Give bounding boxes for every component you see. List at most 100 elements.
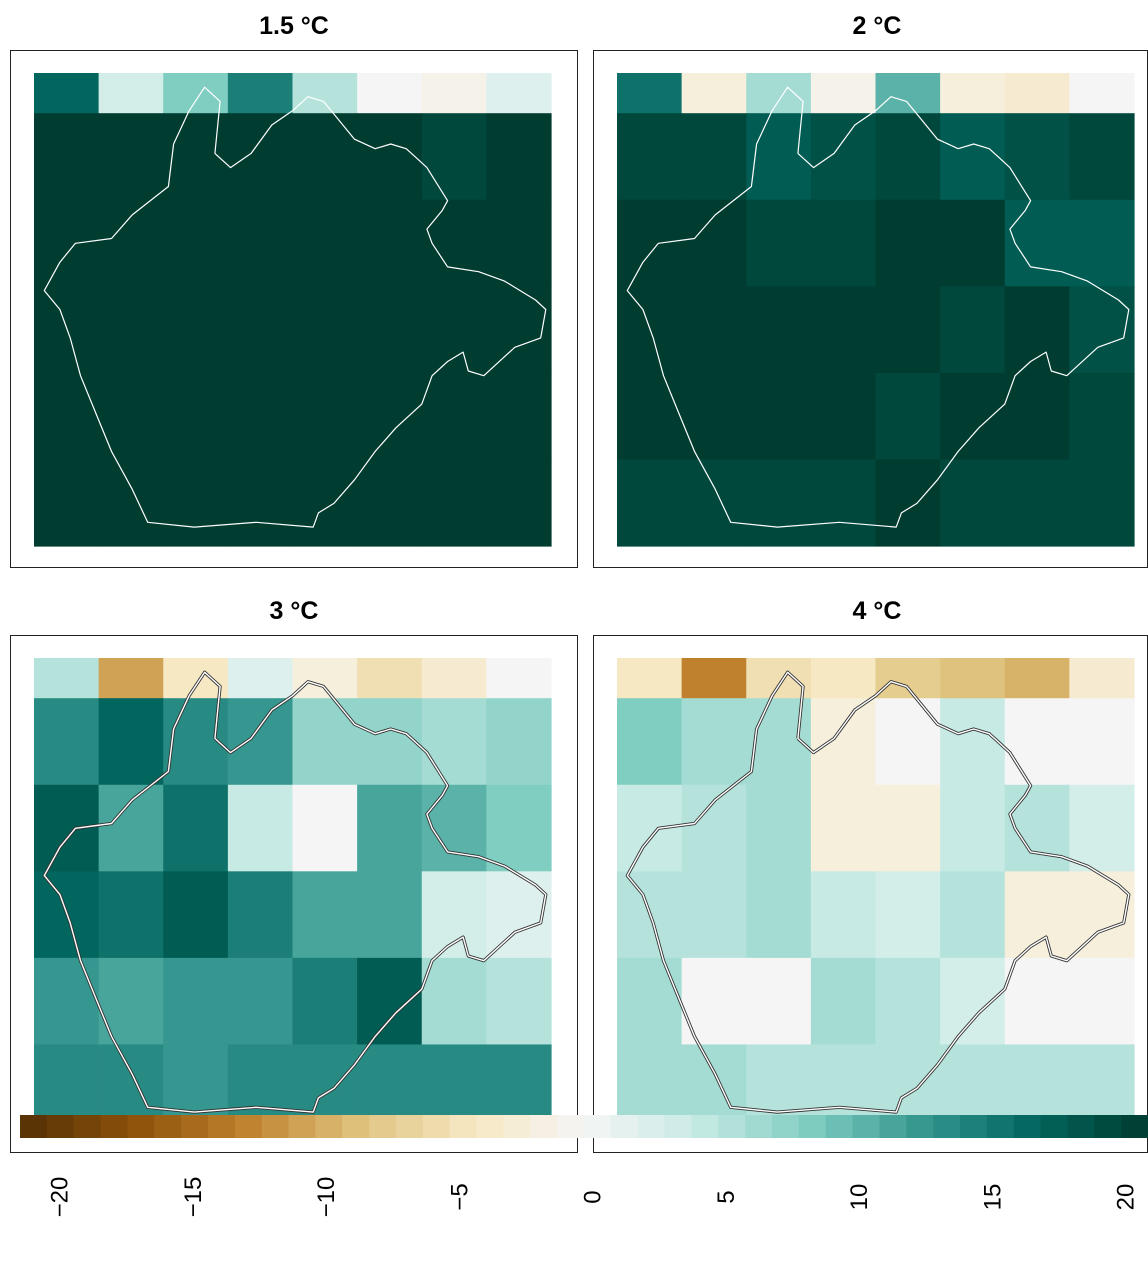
heatmap-cell (357, 784, 423, 872)
heatmap-cell (681, 459, 747, 547)
heatmap-cell (810, 698, 877, 786)
strip-cell (421, 658, 487, 699)
heatmap-cell (617, 113, 683, 201)
heatmap-cell (357, 286, 423, 374)
legend-swatch (422, 1115, 451, 1138)
legend-tick-label: −5 (446, 1183, 473, 1210)
map-panel-3c (10, 635, 578, 1153)
legend-swatch (369, 1115, 397, 1138)
heatmap-cell (421, 698, 487, 786)
legend-swatch (73, 1115, 102, 1138)
heatmap-cell (617, 698, 683, 786)
strip-cell (1004, 73, 1070, 114)
heatmap-cell (681, 871, 747, 959)
map-panel-2c (593, 50, 1148, 568)
heatmap-cell (810, 372, 877, 461)
heatmap-cell (98, 286, 164, 374)
heatmap-cell (227, 372, 294, 461)
legend-swatch (288, 1115, 317, 1138)
legend-swatch (154, 1115, 182, 1138)
heatmap-cell (421, 113, 487, 201)
heatmap-cell (421, 459, 487, 547)
heatmap-cell (357, 957, 423, 1046)
heatmap-cell (875, 286, 941, 374)
strip-cell (163, 73, 229, 114)
heatmap-cell (227, 286, 294, 374)
heatmap-cell (1004, 459, 1070, 547)
heatmap-cell (163, 372, 229, 461)
legend-swatch (933, 1115, 961, 1138)
region-outline (626, 671, 1130, 1113)
heatmap-cell (421, 871, 487, 959)
heatmap-cell (810, 957, 877, 1046)
heatmap-cell (810, 199, 877, 287)
heatmap-cell (357, 698, 423, 786)
heatmap-cell (746, 286, 812, 374)
heatmap-cell (681, 286, 747, 374)
heatmap-cell (940, 459, 1006, 547)
heatmap-cell (227, 199, 294, 287)
legend-tick-label: 0 (580, 1190, 607, 1203)
legend-swatch (46, 1115, 75, 1138)
legend-swatch (1040, 1115, 1069, 1138)
heatmap-cell (940, 871, 1006, 959)
heatmap-cell (1004, 113, 1070, 201)
region-outline (43, 671, 547, 1113)
heatmap-cell (746, 784, 812, 872)
heatmap-cell (34, 957, 100, 1046)
legend-swatch (825, 1115, 854, 1138)
strip-cell (357, 73, 423, 114)
legend-swatch (557, 1115, 585, 1138)
legend-swatch (1094, 1115, 1122, 1138)
legend-swatch (476, 1115, 505, 1138)
strip-cell (292, 73, 358, 114)
strip-cell (875, 73, 941, 114)
legend-swatch (664, 1115, 693, 1138)
heatmap-cell (810, 113, 877, 201)
heatmap-cell (1004, 698, 1070, 786)
legend-swatch (20, 1115, 48, 1138)
map-panel-4c (593, 635, 1148, 1153)
heatmap-cell (1069, 459, 1135, 547)
panel-title-1: 1.5 °C (259, 12, 329, 40)
legend-swatch (745, 1115, 773, 1138)
strip-cell (940, 658, 1006, 699)
heatmap-cell (617, 199, 683, 287)
heatmap-cell (875, 199, 941, 287)
heatmap-cell (617, 784, 683, 872)
legend-swatch (1013, 1115, 1042, 1138)
strip-cell (98, 658, 164, 699)
heatmap-cell (34, 199, 100, 287)
heatmap-cell (617, 957, 683, 1046)
heatmap-cell (1004, 372, 1070, 461)
heatmap-cell (163, 957, 229, 1046)
heatmap-cell (617, 372, 683, 461)
legend-tick-label: −15 (180, 1177, 207, 1218)
heatmap-cell (681, 113, 747, 201)
legend-swatch (127, 1115, 155, 1138)
strip-cell (746, 658, 812, 699)
legend-tick-label: −20 (47, 1177, 74, 1218)
strip-cell (421, 73, 487, 114)
panel-title-3: 3 °C (269, 597, 319, 625)
legend-swatch (879, 1115, 907, 1138)
legend-swatch (234, 1115, 263, 1138)
strip-cell (1069, 73, 1135, 114)
heatmap-cell (34, 459, 100, 547)
heatmap-cell (875, 113, 941, 201)
heatmap-cell (292, 286, 358, 374)
heatmap-cell (486, 199, 552, 287)
heatmap-cell (486, 698, 552, 786)
legend-tick-label: 10 (846, 1184, 873, 1211)
strip-cell (1069, 658, 1135, 699)
region-outline (626, 86, 1130, 528)
legend-swatch (960, 1115, 988, 1138)
heatmap-cell (681, 372, 747, 461)
heatmap-cell (98, 459, 164, 547)
heatmap-cell (486, 113, 552, 201)
heatmap-cell (746, 957, 812, 1046)
heatmap-cell (163, 784, 229, 872)
legend-swatch (691, 1115, 719, 1138)
heatmap-cell (292, 957, 358, 1046)
heatmap-cell (746, 199, 812, 287)
